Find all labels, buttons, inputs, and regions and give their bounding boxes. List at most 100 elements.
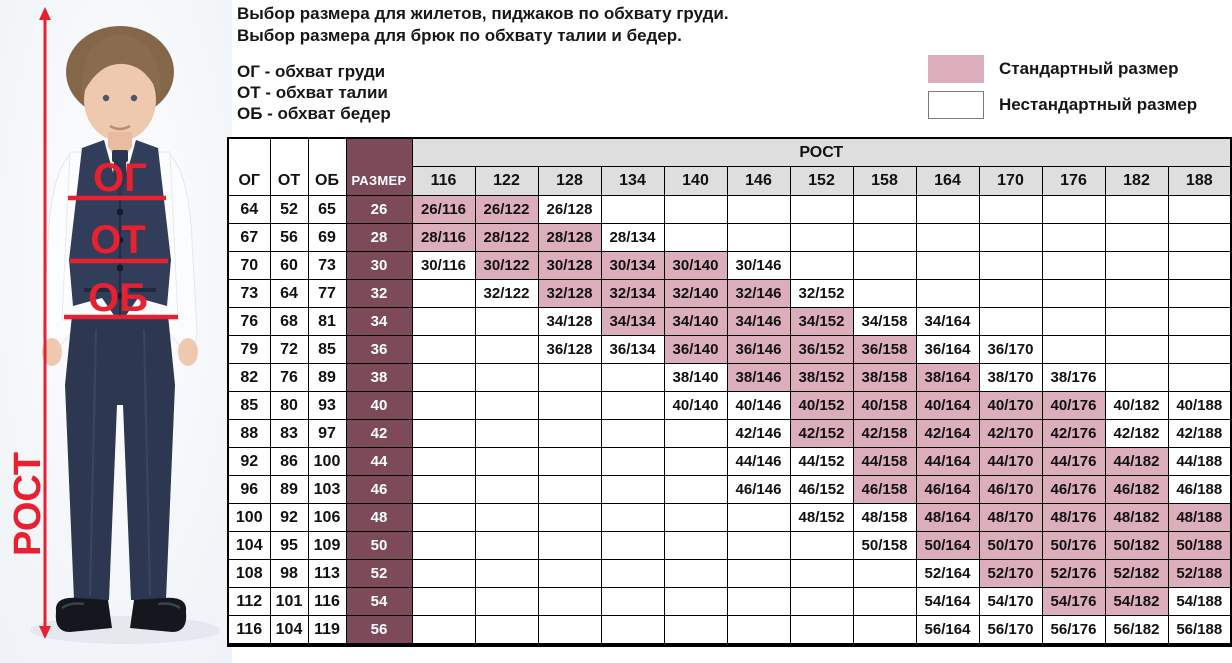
empty-cell (537, 391, 602, 420)
empty-cell (663, 419, 728, 448)
size-combo-cell: 34/158 (852, 307, 917, 336)
size-combo-cell: 32/152 (789, 279, 854, 308)
ob-cell: 77 (307, 279, 347, 308)
ot-cell: 80 (269, 391, 309, 420)
size-combo-cell: 50/182 (1104, 531, 1169, 560)
vest-button (116, 264, 124, 272)
empty-cell (537, 503, 602, 532)
size-combo-cell: 38/152 (789, 363, 854, 392)
abbr-hips: ОБ - обхват бедер (237, 104, 391, 123)
size-combo-cell: 30/122 (474, 251, 539, 280)
size-combo-cell: 44/176 (1041, 447, 1106, 476)
table-row: 85 80 93 40 40/140 40/146 40/152 40/158 40/164 40… (227, 391, 1232, 420)
empty-cell (1167, 251, 1232, 280)
ob-cell: 81 (307, 307, 347, 336)
empty-cell (537, 447, 602, 476)
empty-cell (411, 447, 476, 476)
table-row: 79 72 85 36 36/128 36/134 36/140 36/146 36/152 36… (227, 335, 1232, 364)
size-combo-cell: 50/176 (1041, 531, 1106, 560)
empty-cell (1041, 307, 1106, 336)
col-header-rost: РОСТ (411, 137, 1232, 167)
standard-size-swatch (928, 54, 984, 83)
ob-cell: 106 (307, 503, 347, 532)
table-row: 92 86 100 44 44/146 44/152 44/158 44/164 44/170 4… (227, 447, 1232, 476)
left-shoe-highlight (61, 602, 85, 610)
size-combo-cell: 28/134 (600, 223, 665, 252)
size-combo-cell: 50/164 (915, 531, 980, 560)
empty-cell (978, 279, 1043, 308)
size-combo-cell: 32/128 (537, 279, 602, 308)
empty-cell (789, 195, 854, 224)
size-combo-cell: 36/146 (726, 335, 791, 364)
table-row: 64 52 65 26 26/116 26/122 26/128 (227, 195, 1232, 224)
size-combo-cell: 52/182 (1104, 559, 1169, 588)
empty-cell (600, 531, 665, 560)
empty-cell (1041, 335, 1106, 364)
table-row: 88 83 97 42 42/146 42/152 42/158 42/164 42/170 42… (227, 419, 1232, 448)
size-table-wrap: ОГ ОТ ОБ РАЗМЕР РОСТ 116 122 128 134 140 146 1… (227, 137, 1232, 647)
table-row: 67 56 69 28 28/116 28/122 28/128 28/134 (227, 223, 1232, 252)
empty-cell (726, 531, 791, 560)
size-combo-cell: 36/158 (852, 335, 917, 364)
empty-cell (474, 335, 539, 364)
size-combo-cell: 26/122 (474, 195, 539, 224)
size-cell: 44 (345, 447, 413, 476)
size-combo-cell: 56/188 (1167, 615, 1232, 646)
standard-size-label: Стандартный размер (999, 58, 1179, 78)
empty-cell (978, 223, 1043, 252)
face-shape (84, 59, 156, 141)
height-arrow-top (39, 7, 51, 20)
size-combo-cell: 40/158 (852, 391, 917, 420)
empty-cell (1167, 307, 1232, 336)
size-combo-cell: 42/152 (789, 419, 854, 448)
size-cell: 56 (345, 615, 413, 646)
empty-cell (600, 475, 665, 504)
size-cell: 28 (345, 223, 413, 252)
size-combo-cell: 34/146 (726, 307, 791, 336)
og-cell: 108 (227, 559, 271, 588)
nonstandard-size-swatch (928, 90, 984, 119)
empty-cell (411, 391, 476, 420)
size-combo-cell: 46/146 (726, 475, 791, 504)
vest-button (116, 208, 124, 216)
empty-cell (852, 587, 917, 616)
empty-cell (1041, 279, 1106, 308)
empty-cell (411, 615, 476, 646)
size-combo-cell: 40/182 (1104, 391, 1169, 420)
col-header-size: РАЗМЕР (345, 137, 413, 196)
tie-knot (112, 150, 128, 162)
size-combo-cell: 30/140 (663, 251, 728, 280)
empty-cell (474, 587, 539, 616)
right-shoe (130, 597, 187, 632)
ot-cell: 76 (269, 363, 309, 392)
empty-cell (852, 195, 917, 224)
trouser-crease-right (143, 329, 151, 596)
nonstandard-size-label: Нестандартный размер (999, 94, 1198, 114)
size-combo-cell: 34/140 (663, 307, 728, 336)
size-cell: 30 (345, 251, 413, 280)
vest-button (116, 236, 124, 244)
og-cell: 104 (227, 531, 271, 560)
size-combo-cell: 44/164 (915, 447, 980, 476)
og-cell: 100 (227, 503, 271, 532)
size-combo-cell: 46/176 (1041, 475, 1106, 504)
ob-cell: 93 (307, 391, 347, 420)
og-cell: 76 (227, 307, 271, 336)
empty-cell (663, 447, 728, 476)
size-cell: 26 (345, 195, 413, 224)
ob-cell: 65 (307, 195, 347, 224)
table-row: 96 89 103 46 46/146 46/152 46/158 46/164 46/170 4… (227, 475, 1232, 504)
ot-cell: 52 (269, 195, 309, 224)
header-row-rost: ОГ ОТ ОБ РАЗМЕР РОСТ (227, 137, 1232, 196)
empty-cell (852, 251, 917, 280)
size-combo-cell: 40/170 (978, 391, 1043, 420)
chest-label: ОГ (93, 156, 147, 200)
right-hand (178, 338, 198, 366)
empty-cell (915, 279, 980, 308)
size-cell: 42 (345, 419, 413, 448)
ot-cell: 92 (269, 503, 309, 532)
empty-cell (1104, 279, 1169, 308)
empty-cell (726, 615, 791, 646)
ob-cell: 103 (307, 475, 347, 504)
empty-cell (1041, 195, 1106, 224)
